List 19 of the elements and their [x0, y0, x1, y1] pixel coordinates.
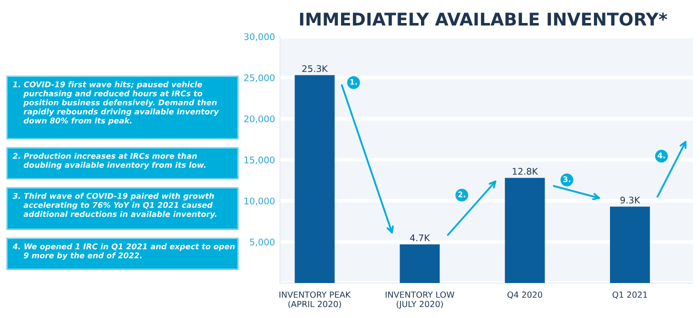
bar	[294, 75, 335, 284]
y-tick-label: 30,000	[244, 33, 275, 42]
bar	[504, 178, 545, 284]
data-label: 25.3K	[302, 65, 328, 72]
x-tick-label: INVENTORY PEAK (APRIL 2020)	[280, 292, 351, 308]
x-tick-label: Q1 2021	[612, 292, 648, 299]
data-label: 12.8K	[512, 168, 538, 175]
y-tick-label: 10,000	[244, 198, 275, 206]
y-tick-label: 25,000	[244, 74, 275, 82]
data-label: 4.7K	[410, 234, 430, 242]
chart-title: IMMEDIATELY AVAILABLE INVENTORY*	[300, 12, 668, 26]
data-label: 9.3K	[620, 196, 640, 204]
bar	[610, 206, 650, 284]
y-tick-label: 20,000	[244, 115, 275, 124]
y-tick-label: 5,000	[250, 238, 275, 246]
x-tick-label: INVENTORY LOW (JULY 2020)	[386, 292, 454, 309]
bar	[400, 244, 440, 284]
y-tick-label: 15,000	[244, 156, 275, 164]
x-tick-label: Q4 2020	[507, 292, 542, 299]
